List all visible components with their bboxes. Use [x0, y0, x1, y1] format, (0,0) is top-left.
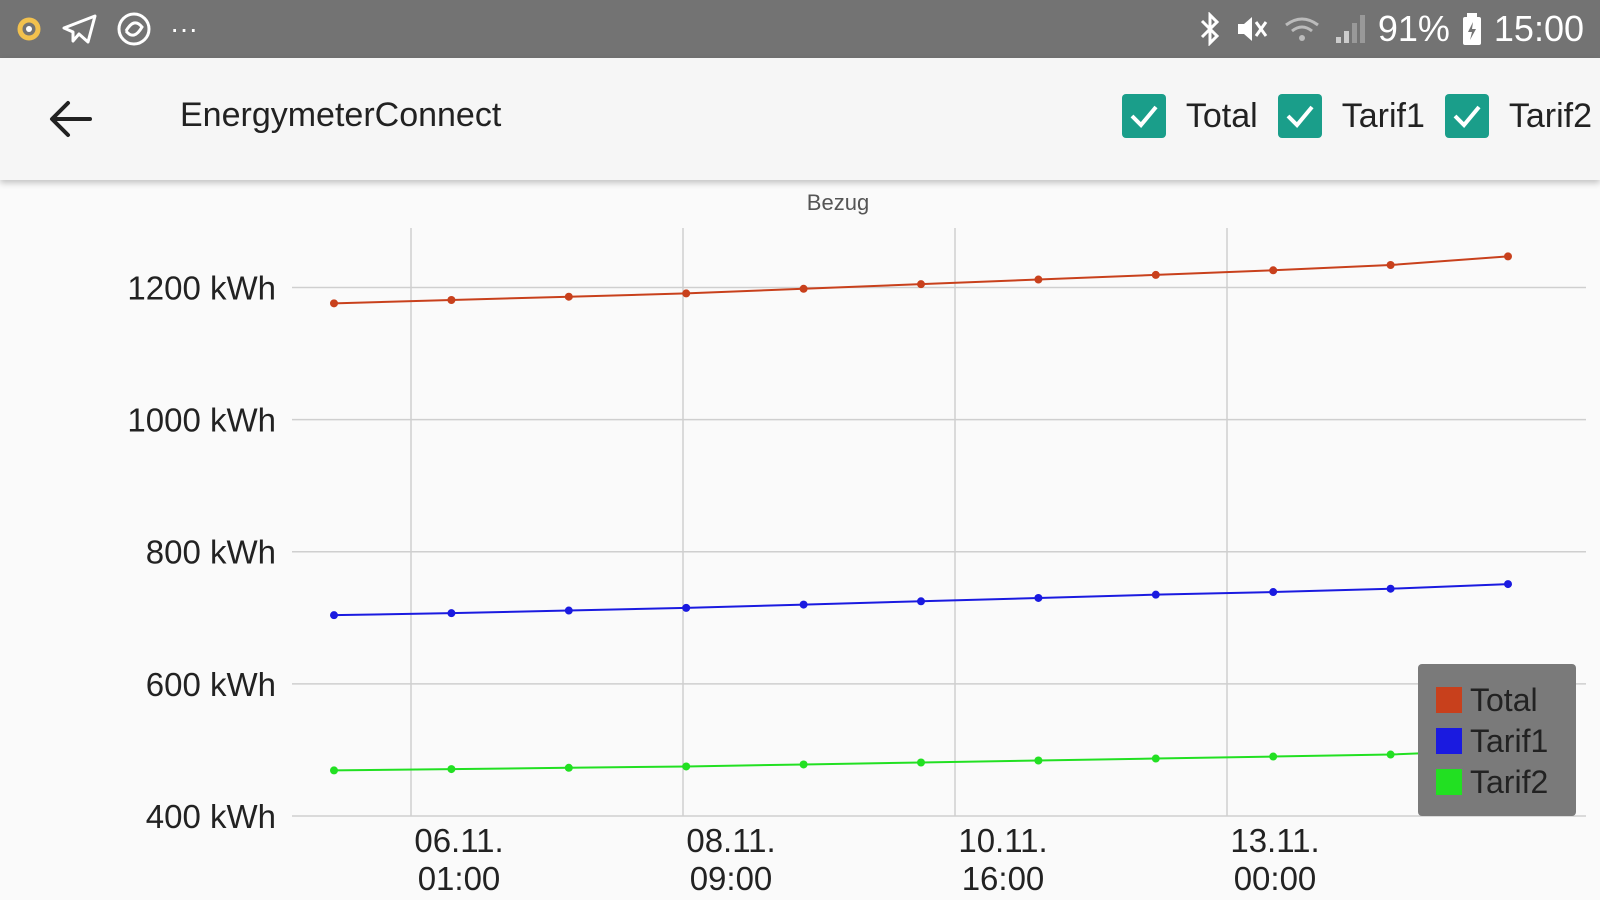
chart-series: [330, 252, 1512, 775]
mute-icon: [1237, 17, 1268, 41]
series-line-total: [333, 255, 1509, 305]
data-point-total: [799, 284, 808, 293]
app-bar: EnergymeterConnect Total Tarif1 Tarif2: [0, 58, 1600, 180]
data-point-tarif1: [1151, 590, 1160, 599]
app-title: EnergymeterConnect: [180, 96, 502, 134]
battery-percent: 91%: [1377, 8, 1450, 49]
x-tick-label-time: 00:00: [1234, 860, 1317, 897]
status-left-icons: ···: [14, 10, 198, 48]
data-point-tarif2: [682, 762, 691, 771]
x-tick-label-time: 01:00: [418, 860, 501, 897]
x-axis-labels: 06.11.01:00 08.11.09:00 10.11.16:00 13.11.0…: [414, 822, 1319, 897]
data-point-tarif1: [564, 606, 573, 615]
data-point-tarif2: [564, 763, 573, 772]
data-point-tarif1: [1386, 584, 1395, 593]
data-point-tarif1: [330, 611, 338, 620]
data-point-total: [1504, 252, 1512, 261]
legend-label-tarif2: Tarif2: [1470, 763, 1549, 800]
filter-tarif1[interactable]: Tarif1: [1277, 94, 1425, 138]
legend-label-tarif1: Tarif1: [1470, 722, 1549, 759]
data-point-tarif2: [330, 766, 338, 775]
data-point-tarif1: [447, 609, 456, 618]
series-filters: Total Tarif1 Tarif2: [1102, 94, 1592, 138]
data-point-total: [564, 292, 573, 301]
data-point-tarif1: [799, 600, 808, 609]
legend-swatch-tarif2: [1436, 769, 1462, 795]
filter-tarif1-label: Tarif1: [1341, 96, 1425, 135]
filter-tarif2[interactable]: Tarif2: [1444, 94, 1592, 138]
data-point-tarif2: [1151, 754, 1160, 763]
bluetooth-icon: [1200, 12, 1219, 46]
legend-swatch-total: [1436, 687, 1462, 713]
legend-label-total: Total: [1470, 681, 1538, 718]
y-tick-label: 1200 kWh: [127, 269, 276, 306]
x-tick-label-date: 06.11.: [414, 822, 503, 859]
data-point-tarif1: [1034, 593, 1043, 602]
y-tick-label: 400 kWh: [146, 798, 276, 835]
chart-title: Bezug: [807, 190, 869, 215]
data-point-tarif1: [1269, 588, 1278, 597]
data-point-total: [682, 289, 691, 298]
energy-chart[interactable]: Bezug 400 kWh 600 kWh 800 kWh 1000 kWh 1200 …: [0, 180, 1600, 900]
legend-item-tarif1: Tarif1: [1436, 721, 1548, 761]
data-point-total: [1034, 275, 1043, 284]
legend-swatch-tarif1: [1436, 728, 1462, 754]
filter-total[interactable]: Total: [1121, 94, 1258, 138]
arrow-left-icon[interactable]: [44, 92, 98, 146]
data-point-total: [330, 299, 338, 308]
telegram-icon: [62, 14, 97, 44]
more-dots: ···: [170, 13, 198, 44]
data-point-total: [447, 296, 456, 305]
legend-item-total: Total: [1436, 680, 1538, 720]
checkbox-tarif2[interactable]: [1444, 94, 1489, 138]
filter-total-label: Total: [1185, 96, 1258, 135]
data-point-tarif1: [917, 597, 925, 606]
data-point-tarif2: [1034, 756, 1043, 765]
filter-tarif2-label: Tarif2: [1508, 96, 1592, 135]
x-tick-label-date: 13.11.: [1230, 822, 1319, 859]
chart-legend: Total Tarif1 Tarif2: [1418, 664, 1576, 816]
data-point-tarif2: [1269, 752, 1278, 761]
data-point-tarif2: [447, 765, 456, 774]
notification-icon: [17, 17, 41, 41]
x-tick-label-time: 09:00: [690, 860, 773, 897]
app-icon: [117, 12, 151, 46]
data-point-total: [917, 280, 925, 289]
checkbox-tarif1[interactable]: [1277, 94, 1322, 138]
legend-item-tarif2: Tarif2: [1436, 762, 1548, 802]
status-right: 91% 15:00: [1198, 8, 1584, 50]
check-icon: [1130, 105, 1158, 128]
y-tick-label: 800 kWh: [146, 534, 276, 571]
x-tick-label-date: 08.11.: [686, 822, 775, 859]
y-tick-label: 600 kWh: [146, 666, 276, 703]
data-point-tarif2: [799, 760, 808, 769]
status-time: 15:00: [1493, 8, 1584, 49]
wifi-icon: [1284, 17, 1319, 41]
check-icon: [1286, 105, 1314, 128]
y-axis-labels: 400 kWh 600 kWh 800 kWh 1000 kWh 1200 kWh: [127, 269, 276, 835]
chart-grid: [292, 228, 1586, 817]
data-point-tarif2: [917, 758, 925, 767]
checkbox-total[interactable]: [1121, 94, 1166, 138]
data-point-tarif2: [1386, 750, 1395, 759]
data-point-tarif1: [682, 603, 691, 612]
status-bar: ··· 91% 15:00: [0, 0, 1600, 58]
check-icon: [1453, 105, 1481, 128]
battery-icon: [1462, 13, 1481, 45]
x-tick-label-time: 16:00: [962, 860, 1045, 897]
data-point-total: [1386, 260, 1395, 269]
data-point-tarif1: [1504, 580, 1512, 589]
data-point-total: [1269, 266, 1278, 275]
x-tick-label-date: 10.11.: [958, 822, 1047, 859]
signal-icon: [1335, 15, 1365, 43]
data-point-total: [1151, 270, 1160, 279]
y-tick-label: 1000 kWh: [127, 402, 276, 439]
